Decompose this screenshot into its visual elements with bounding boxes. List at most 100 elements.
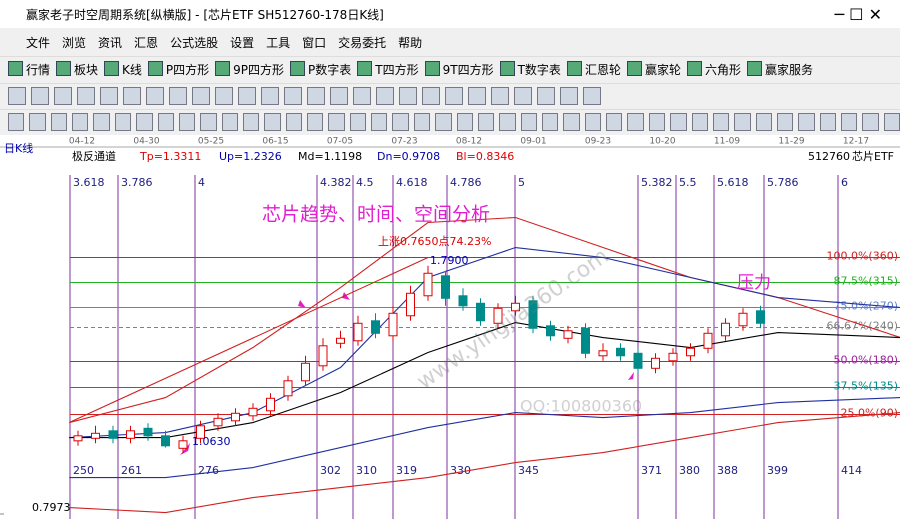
tool-icon[interactable] (192, 86, 210, 105)
tool-icon[interactable] (330, 86, 348, 105)
tool-icon[interactable] (456, 112, 473, 131)
tool-icon[interactable] (178, 112, 196, 131)
menu-item[interactable]: 帮助 (398, 35, 423, 50)
tool-icon[interactable] (8, 112, 25, 131)
tool-icon[interactable] (157, 112, 174, 131)
tool-icon[interactable] (691, 112, 708, 131)
tool-icon[interactable] (123, 86, 141, 105)
toolbar-button[interactable]: P数字表 (290, 61, 351, 78)
toolbar-button[interactable]: 板块 (56, 61, 98, 78)
menu-item[interactable]: 交易委托 (338, 35, 387, 50)
tool-icon[interactable] (584, 112, 602, 131)
tool-icon[interactable] (541, 112, 559, 131)
indicator-name: 极反通道 (72, 149, 116, 163)
tool-icon[interactable] (8, 86, 26, 105)
tool-icon[interactable] (583, 86, 601, 105)
toolbar-button[interactable]: 9T四方形 (425, 61, 494, 78)
tool-icon[interactable] (376, 86, 394, 105)
toolbar-button[interactable]: T四方形 (357, 61, 418, 78)
tool-icon[interactable] (413, 112, 431, 131)
menu-item[interactable]: 工具 (266, 35, 291, 50)
tool-icon[interactable] (72, 112, 89, 131)
toolbar-button[interactable]: 行情 (8, 61, 50, 78)
window-controls[interactable]: ─ ☐ ✕ (834, 4, 882, 24)
tool-icon[interactable] (819, 112, 837, 131)
tool-icon[interactable] (284, 86, 302, 105)
tool-icon[interactable] (100, 86, 118, 105)
tool-icon[interactable] (114, 112, 132, 131)
menu-item[interactable]: 浏览 (62, 35, 87, 50)
date-label: 08-12 (456, 137, 482, 147)
time-count: 330 (450, 464, 471, 477)
toolbar-button[interactable]: K线 (104, 61, 142, 78)
toolbar-button[interactable]: 六角形 (687, 61, 741, 78)
tool-icon[interactable] (560, 86, 578, 105)
tool-icon[interactable] (200, 112, 217, 131)
tool-icon[interactable] (422, 86, 440, 105)
candle-body (91, 432, 100, 439)
menu-item[interactable]: 资讯 (98, 35, 123, 50)
toolbar-button[interactable]: 9P四方形 (215, 61, 284, 78)
tool-icon[interactable] (399, 86, 417, 105)
tool-icon[interactable] (221, 112, 238, 131)
tool-icon[interactable] (328, 112, 345, 131)
tool-icon[interactable] (349, 112, 367, 131)
tool-icon[interactable] (136, 112, 153, 131)
tool-icon[interactable] (537, 86, 555, 105)
tool-icon[interactable] (264, 112, 281, 131)
tool-icon[interactable] (755, 112, 772, 131)
tool-icon[interactable] (862, 112, 879, 131)
tool-icon[interactable] (648, 112, 666, 131)
tool-icon[interactable] (445, 86, 463, 105)
tool-icon[interactable] (146, 86, 164, 105)
menu-item[interactable]: 窗口 (302, 35, 327, 50)
candle-body (283, 380, 293, 397)
tool-icon[interactable] (477, 112, 495, 131)
tool-icon[interactable] (215, 86, 233, 105)
tool-icon[interactable] (734, 112, 751, 131)
tool-icon[interactable] (520, 112, 537, 131)
toolbar-button[interactable]: 赢家服务 (747, 61, 813, 78)
tool-icon[interactable] (238, 86, 256, 105)
tool-icon[interactable] (54, 86, 72, 105)
candle-body (178, 440, 188, 449)
tool-icon[interactable] (798, 112, 815, 131)
tool-icon[interactable] (392, 112, 409, 131)
tool-icon[interactable] (77, 86, 95, 105)
tool-icon[interactable] (670, 112, 687, 131)
tool-icon[interactable] (514, 86, 532, 105)
toolbar-button[interactable]: 赢家轮 (627, 61, 681, 78)
tool-icon[interactable] (307, 86, 325, 105)
tool-icon[interactable] (627, 112, 644, 131)
tool-icon[interactable] (435, 112, 452, 131)
tool-icon[interactable] (371, 112, 388, 131)
date-label: 06-15 (262, 137, 288, 147)
tool-icon[interactable] (93, 112, 110, 131)
tool-icon[interactable] (563, 112, 580, 131)
tool-icon[interactable] (353, 86, 371, 105)
tool-icon[interactable] (606, 112, 623, 131)
time-count: 414 (841, 464, 862, 477)
tool-icon[interactable] (883, 112, 900, 131)
tool-icon[interactable] (712, 112, 730, 131)
tool-icon[interactable] (169, 86, 187, 105)
menu-item[interactable]: 文件 (26, 35, 51, 50)
tool-icon[interactable] (491, 86, 509, 105)
menu-item[interactable]: 公式选股 (170, 35, 219, 50)
tool-icon[interactable] (285, 112, 303, 131)
tool-icon[interactable] (242, 112, 260, 131)
tool-icon[interactable] (468, 86, 486, 105)
toolbar-button[interactable]: P四方形 (148, 61, 209, 78)
tool-icon[interactable] (776, 112, 794, 131)
tool-icon[interactable] (307, 112, 324, 131)
menu-item[interactable]: 汇恩 (134, 35, 159, 50)
tool-icon[interactable] (31, 86, 49, 105)
tool-icon[interactable] (499, 112, 516, 131)
toolbar-button[interactable]: T数字表 (500, 61, 561, 78)
tool-icon[interactable] (261, 86, 279, 105)
toolbar-button[interactable]: 汇恩轮 (567, 61, 621, 78)
tool-icon[interactable] (50, 112, 68, 131)
menu-item[interactable]: 设置 (230, 35, 255, 50)
tool-icon[interactable] (29, 112, 46, 131)
tool-icon[interactable] (841, 112, 858, 131)
